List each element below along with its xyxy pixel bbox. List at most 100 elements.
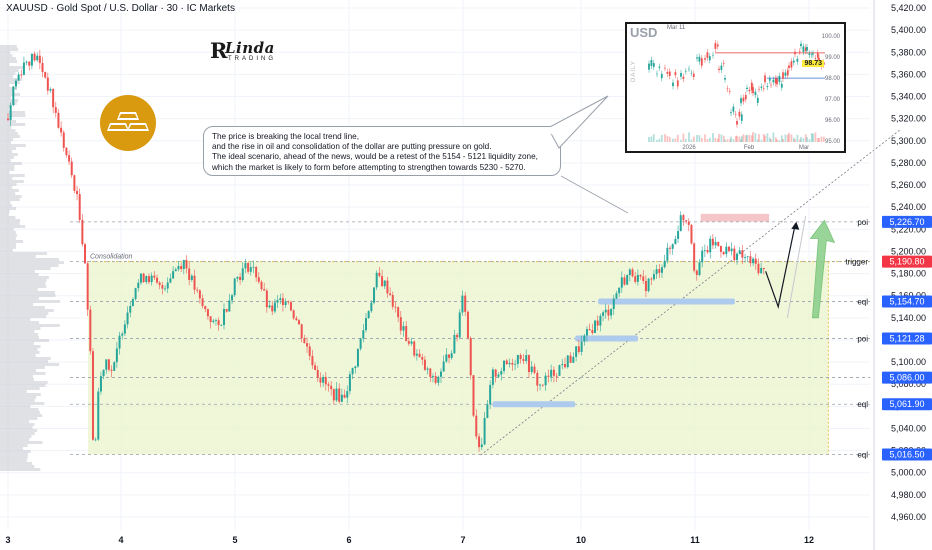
candle-body	[706, 250, 709, 253]
profile-bar	[0, 222, 20, 225]
profile-bar	[0, 165, 15, 168]
profile-bar	[0, 147, 17, 150]
profile-bar	[0, 450, 31, 453]
inset-y-label: 96.00	[825, 118, 841, 124]
inset-volume	[660, 135, 663, 142]
profile-bar	[0, 456, 28, 459]
candle-body	[687, 221, 690, 225]
candle-body	[228, 300, 231, 312]
inset-candle	[740, 114, 743, 121]
profile-bar	[0, 234, 17, 237]
inset-candle	[664, 67, 666, 69]
profile-bar	[0, 417, 38, 420]
inset-volume	[820, 136, 823, 142]
y-tick-label: 5,380.00	[891, 47, 926, 57]
profile-bar	[0, 78, 23, 81]
y-axis: 5,420.00 5,400.00 5,380.00 5,360.00 5,340.00…	[873, 0, 926, 550]
profile-bar	[0, 315, 47, 318]
profile-bar	[0, 69, 19, 72]
inset-volume	[746, 134, 748, 142]
inset-candle	[744, 94, 747, 100]
inset-volume	[764, 135, 766, 142]
candle-body	[271, 305, 274, 312]
y-tick-label: 5,180.00	[891, 269, 926, 279]
inset-candle	[740, 98, 742, 104]
candle-body	[375, 272, 378, 288]
profile-bar	[0, 420, 30, 423]
inset-candle	[792, 60, 795, 63]
inset-volume	[666, 135, 669, 142]
candle-body	[300, 324, 303, 339]
profile-bar	[0, 99, 19, 102]
inset-volume	[674, 138, 677, 142]
inset-volume	[730, 136, 732, 142]
profile-bar	[0, 102, 17, 105]
liquidity-zone	[492, 401, 576, 408]
inset-candle	[668, 71, 671, 77]
inset-candle	[720, 65, 723, 70]
profile-bar	[0, 66, 24, 69]
candle-body	[736, 253, 739, 261]
inset-volume	[766, 133, 769, 142]
candle-body	[650, 278, 653, 280]
inset-volume	[796, 134, 799, 142]
inset-volume	[692, 136, 695, 142]
candle-body	[690, 224, 693, 244]
inset-candle	[700, 58, 703, 66]
candle-body	[453, 334, 456, 354]
profile-bar	[0, 363, 60, 366]
candle-body	[410, 341, 413, 344]
profile-bar	[0, 249, 13, 252]
profile-bar	[0, 462, 33, 465]
x-tick-label: 12	[804, 535, 814, 545]
profile-bar	[0, 114, 26, 117]
profile-bar	[0, 423, 35, 426]
candle-body	[362, 330, 365, 339]
inset-volume	[656, 139, 658, 142]
inset-volume	[782, 139, 784, 142]
candle-body	[738, 250, 741, 254]
candle-body	[714, 241, 717, 246]
level-label: poi	[857, 335, 868, 344]
candle-body	[437, 376, 440, 383]
profile-bar	[0, 198, 20, 201]
callout-line: The price is breaking the local trend li…	[212, 132, 359, 141]
y-tick-label: 5,100.00	[891, 357, 926, 367]
candle-body	[214, 320, 217, 321]
candle-body	[757, 263, 760, 274]
inset-volume	[810, 132, 813, 142]
candle-body	[730, 248, 733, 252]
profile-bar	[0, 45, 17, 48]
inset-candle	[806, 46, 808, 51]
profile-bar	[0, 378, 35, 381]
y-tick-label: 5,240.00	[891, 202, 926, 212]
profile-bar	[0, 300, 61, 303]
candle-body	[7, 118, 9, 121]
profile-bar	[0, 279, 47, 282]
candle-body	[338, 388, 341, 402]
inset-volume	[740, 136, 743, 142]
candle-body	[588, 329, 591, 331]
candle-body	[516, 354, 519, 364]
profile-bar	[0, 276, 49, 279]
profile-bar	[0, 393, 41, 396]
candle-body	[536, 372, 539, 386]
inset-y-label: 98.00	[825, 76, 841, 82]
candle-body	[182, 259, 185, 270]
inset-volume	[742, 134, 745, 142]
profile-bar	[0, 153, 18, 156]
inset-title: USD	[630, 25, 658, 40]
candle-body	[316, 369, 319, 378]
candle-body	[456, 334, 459, 338]
candle-body	[552, 369, 555, 376]
candle-body	[139, 273, 142, 283]
candle-body	[674, 238, 677, 245]
y-tick-label: 5,400.00	[891, 25, 926, 35]
inset-candle	[730, 112, 732, 114]
profile-bar	[0, 297, 39, 300]
level-label: eql	[857, 400, 868, 409]
candle-body	[421, 356, 424, 360]
candle-body	[722, 251, 725, 255]
candle-body	[30, 53, 33, 66]
inset-volume	[648, 136, 650, 142]
